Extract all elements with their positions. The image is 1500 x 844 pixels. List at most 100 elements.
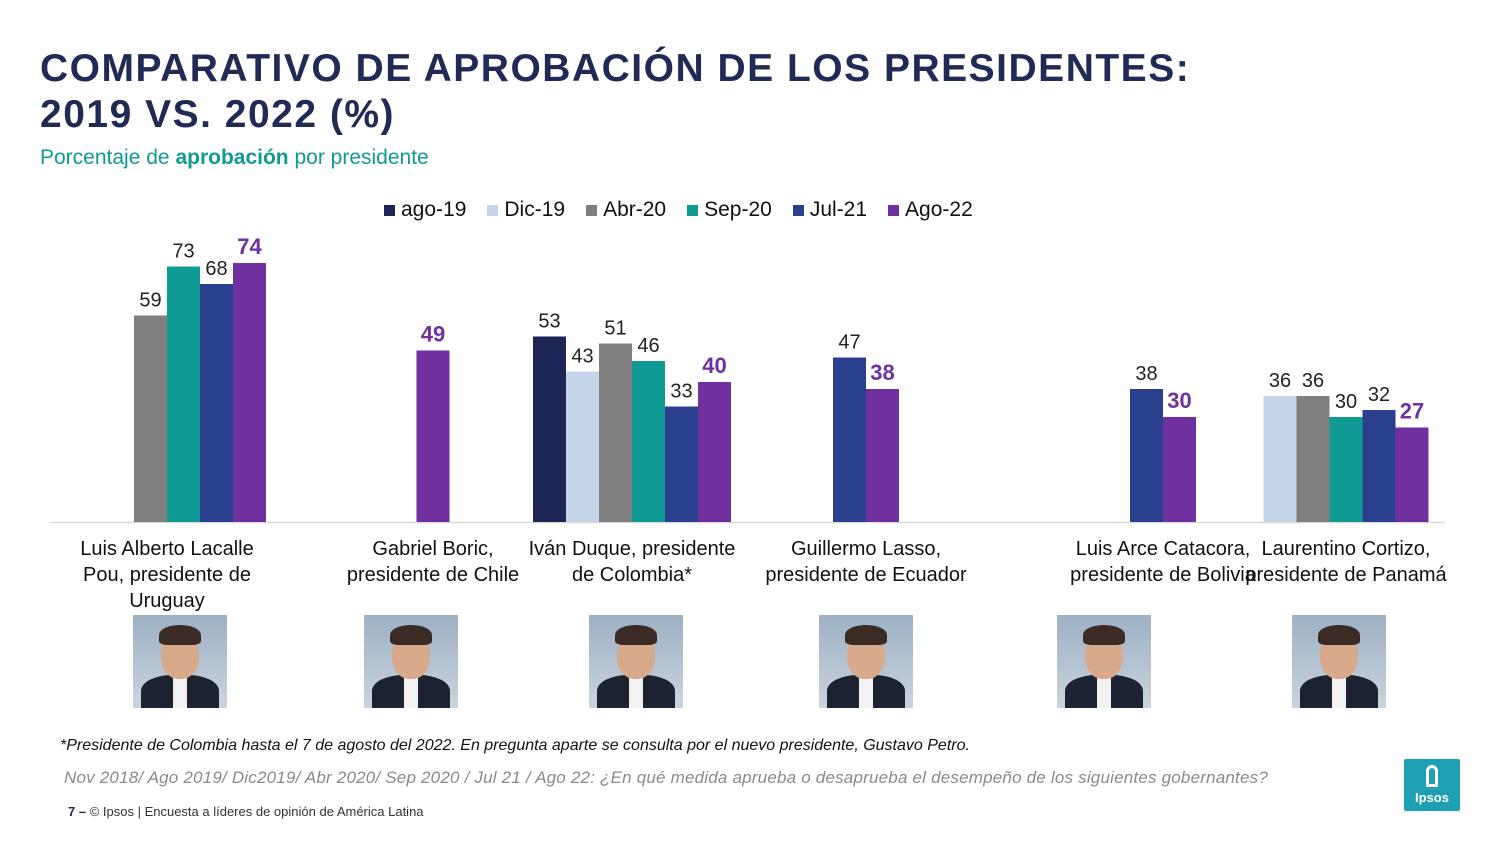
data-label-jul-21-4: 38 — [1135, 363, 1157, 385]
category-label-1: Gabriel Boric, presidente de Chile — [313, 536, 553, 588]
photo-shirt — [1097, 675, 1111, 708]
bar-sep-20-2 — [632, 361, 665, 522]
category-label-5: Laurentino Cortizo, presidente de Panamá — [1226, 536, 1466, 588]
bar-abr-20-5 — [1296, 396, 1330, 522]
title-line-1: COMPARATIVO DE APROBACIÓN DE LOS PRESIDE… — [40, 47, 1191, 90]
category-label-line: presidente de Chile — [346, 564, 520, 586]
legend-label: Jul-21 — [809, 198, 868, 221]
photo-shirt — [404, 675, 418, 708]
photo-hair — [159, 625, 201, 645]
category-label-line: Guillermo Lasso, — [790, 538, 942, 560]
ipsos-logo: Ipsos — [1404, 759, 1460, 811]
category-label-line: Uruguay — [129, 590, 205, 612]
bar-ago-22-1 — [416, 350, 450, 522]
page-number: 7 – — [68, 804, 87, 819]
legend-swatch — [687, 204, 699, 216]
category-label-line: Pou, presidente de — [83, 564, 251, 586]
legend-item-dic-19: Dic-19 — [487, 198, 565, 222]
bar-jul-21-2 — [665, 406, 698, 522]
legend-swatch — [487, 204, 499, 216]
chart-legend: ago-19 Dic-19 Abr-20 Sep-20 Jul-21 Ago-22 — [384, 197, 994, 223]
page-title: COMPARATIVO DE APROBACIÓN DE LOS PRESIDE… — [40, 46, 1460, 138]
legend-swatch — [888, 204, 900, 216]
president-photo-3 — [819, 615, 913, 708]
photo-hair — [1318, 625, 1360, 645]
data-label-ago-22-1: 49 — [421, 322, 445, 347]
president-photo-0 — [133, 615, 227, 708]
category-label-line: de Colombia* — [571, 564, 693, 586]
data-label-sep-20-0: 73 — [172, 241, 194, 263]
legend-item-jul-21: Jul-21 — [792, 198, 868, 222]
legend-item-sep-20: Sep-20 — [687, 198, 772, 222]
president-photo-4 — [1057, 615, 1151, 708]
bar-abr-20-2 — [599, 343, 632, 522]
bar-sep-20-0 — [167, 266, 200, 522]
survey-question: Nov 2018/ Ago 2019/ Dic2019/ Abr 2020/ S… — [64, 768, 1268, 787]
data-label-ago-22-3: 38 — [870, 360, 894, 385]
bar-dic-19-2 — [566, 371, 599, 522]
bar-jul-21-0 — [200, 284, 233, 522]
ipsos-logo-mark — [1426, 765, 1438, 787]
category-label-3: Guillermo Lasso, presidente de Ecuador — [746, 536, 986, 588]
data-label-sep-20-2: 46 — [637, 335, 659, 357]
bar-jul-21-4 — [1130, 389, 1163, 522]
category-label-line: presidente de Ecuador — [765, 564, 967, 586]
category-label-line: presidente de Bolivia — [1070, 564, 1256, 586]
category-label-line: Gabriel Boric, — [372, 538, 494, 560]
data-label-ago-22-5: 27 — [1400, 399, 1424, 424]
data-label-abr-20-5: 36 — [1302, 370, 1324, 392]
legend-item-ago-19: ago-19 — [384, 198, 466, 222]
data-label-dic-19-5: 36 — [1269, 370, 1291, 392]
bar-abr-20-0 — [134, 315, 167, 522]
chart-subtitle: Porcentaje de aprobación por presidente — [40, 146, 429, 170]
category-label-line: Luis Arce Catacora, — [1075, 538, 1251, 560]
data-label-ago-22-4: 30 — [1167, 388, 1191, 413]
president-photo-2 — [589, 615, 683, 708]
data-label-abr-20-0: 59 — [139, 290, 161, 312]
photo-shirt — [629, 675, 643, 708]
category-label-0: Luis Alberto Lacalle Pou, presidente de Ur… — [47, 536, 287, 614]
footer: 7 – © Ipsos | Encuesta a líderes de opin… — [68, 804, 424, 819]
data-label-dic-19-2: 43 — [571, 346, 593, 368]
bar-ago-22-4 — [1163, 417, 1196, 522]
legend-swatch — [792, 204, 804, 216]
category-label-4: Luis Arce Catacora, presidente de Bolivia — [1043, 536, 1283, 588]
category-label-line: presidente de Panamá — [1245, 564, 1447, 586]
data-label-ago-22-0: 74 — [237, 234, 262, 259]
legend-label: Abr-20 — [603, 198, 667, 221]
subtitle-pre: Porcentaje de — [40, 146, 176, 169]
bar-jul-21-3 — [833, 357, 866, 522]
legend-label: Ago-22 — [905, 198, 973, 221]
data-label-jul-21-0: 68 — [205, 258, 227, 280]
president-photo-1 — [364, 615, 458, 708]
photo-hair — [390, 625, 432, 645]
legend-swatch — [384, 204, 395, 216]
footer-text: © Ipsos | Encuesta a líderes de opinión … — [89, 804, 424, 819]
ipsos-logo-text: Ipsos — [1415, 790, 1449, 805]
legend-label: ago-19 — [401, 198, 467, 221]
bar-ago-22-3 — [866, 389, 899, 522]
category-label-2: Iván Duque, presidente de Colombia* — [512, 536, 752, 588]
legend-swatch — [586, 204, 598, 216]
data-label-jul-21-5: 32 — [1368, 384, 1390, 406]
bar-dic-19-5 — [1263, 396, 1297, 522]
bar-ago-22-5 — [1395, 427, 1429, 522]
photo-hair — [1083, 625, 1125, 645]
bar-ago-19-2 — [533, 336, 566, 522]
bar-ago-22-0 — [233, 263, 266, 522]
legend-label: Dic-19 — [504, 198, 566, 221]
subtitle-bold: aprobación — [175, 146, 289, 169]
category-label-line: Luis Alberto Lacalle — [80, 538, 254, 560]
photo-shirt — [1332, 675, 1346, 708]
photo-shirt — [173, 675, 187, 708]
data-label-jul-21-3: 47 — [838, 332, 860, 354]
data-label-abr-20-2: 51 — [604, 318, 626, 340]
data-label-jul-21-2: 33 — [670, 381, 692, 403]
title-line-2: 2019 VS. 2022 (%) — [40, 93, 396, 136]
legend-label: Sep-20 — [704, 198, 772, 221]
data-label-sep-20-5: 30 — [1335, 391, 1357, 413]
subtitle-post: por presidente — [288, 146, 429, 169]
photo-shirt — [859, 675, 873, 708]
footnote: *Presidente de Colombia hasta el 7 de ag… — [60, 737, 970, 754]
